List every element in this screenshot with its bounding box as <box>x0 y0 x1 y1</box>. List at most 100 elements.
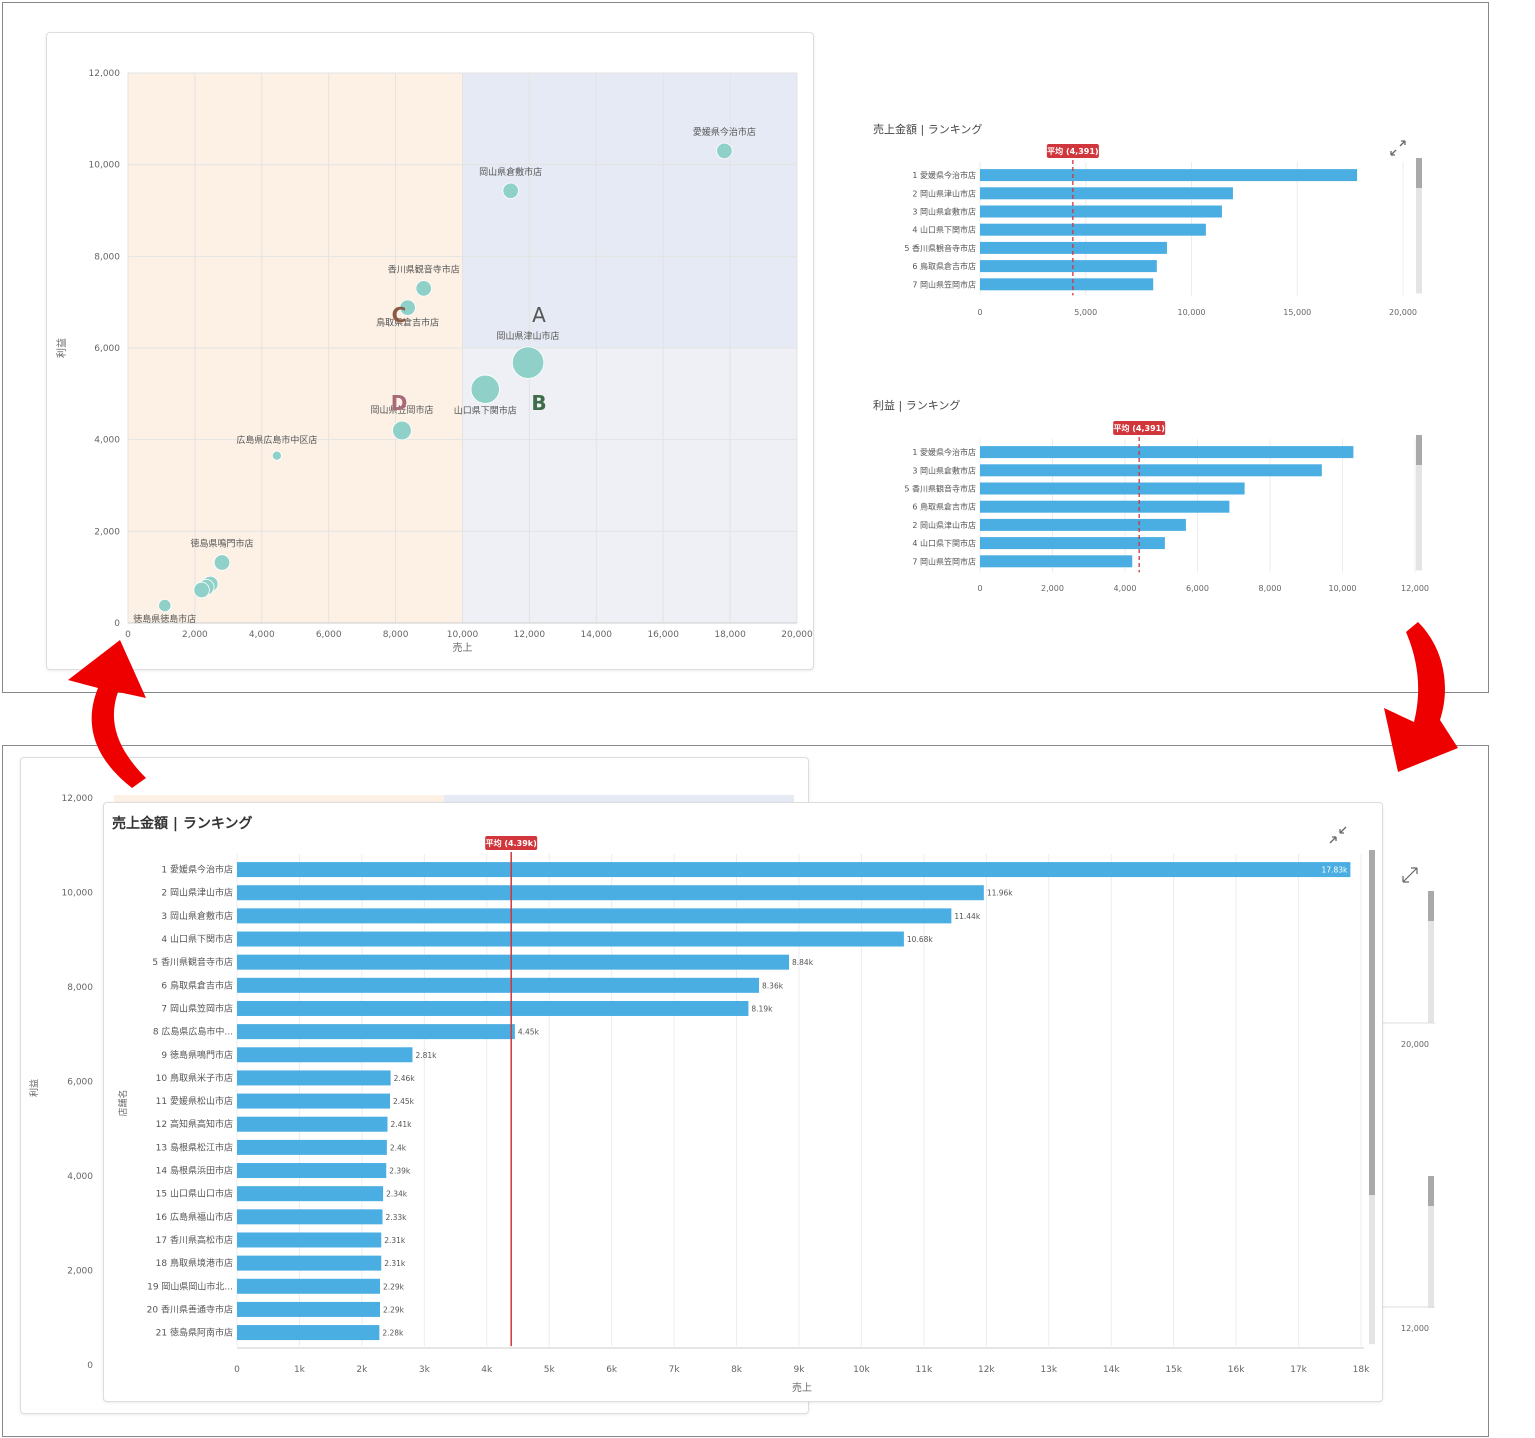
y-tick-label: 4,000 <box>67 1172 93 1182</box>
profit-ranking-title: 利益 | ランキング <box>873 399 961 412</box>
bar <box>237 1000 749 1016</box>
data-label: 4.45k <box>518 1028 540 1037</box>
quadrant-left <box>114 795 444 803</box>
x-tick-label: 14k <box>1103 1365 1120 1375</box>
quadrant-b <box>462 348 797 623</box>
sales-ranking-chart: 0 5,000 10,000 15,000 20,000 1 愛媛県今治市店 2 岡山県津山… <box>904 144 1422 317</box>
bar <box>980 446 1354 459</box>
expand-icon[interactable] <box>1389 139 1407 157</box>
average-label: 平均 (4.39k) <box>486 838 537 848</box>
point-label: 山口県下関市店 <box>454 404 517 416</box>
x-tick-label: 4k <box>481 1365 493 1375</box>
x-tick-label: 12,000 <box>514 630 546 640</box>
profit-ranking-chart: 0 2,000 4,000 6,000 8,000 10,000 12,000 1 愛媛県今治… <box>904 421 1429 593</box>
data-label: 2.33k <box>385 1213 407 1222</box>
x-tick-label: 1k <box>294 1365 306 1375</box>
category-label: 7 岡山県笠岡市店 <box>912 556 976 566</box>
data-label: 2.41k <box>390 1120 412 1129</box>
scrollbar-track <box>1416 158 1422 294</box>
category-label: 19 岡山県岡山市北... <box>147 1280 233 1292</box>
category-label: 6 鳥取県倉吉市店 <box>161 979 233 991</box>
x-tick-label: 15,000 <box>1283 308 1311 317</box>
category-label: 7 岡山県笠岡市店 <box>912 279 976 289</box>
x-tick-label: 16k <box>1228 1365 1245 1375</box>
bar <box>237 1255 382 1271</box>
category-label: 10 鳥取県米子市店 <box>156 1072 233 1084</box>
scatter-point <box>716 142 733 160</box>
y-tick-label: 2,000 <box>94 527 120 537</box>
average-badge <box>1046 144 1099 158</box>
category-label: 1 愛媛県今治市店 <box>161 864 233 876</box>
data-label: 17.83k <box>1322 866 1348 875</box>
bar <box>237 908 952 924</box>
x-tick-label: 7k <box>669 1365 681 1375</box>
scrollbar-track <box>1428 891 1434 1023</box>
bottom-screenshot-frame: 0 2,000 4,000 6,000 8,000 10,000 12,000 利益 20,0… <box>2 745 1489 1437</box>
x-axis-title: 売上 <box>792 1381 812 1394</box>
y-tick-label: 6,000 <box>94 344 120 354</box>
bar <box>980 500 1230 513</box>
sales-ranking-expanded-card: 売上金額 | ランキング 0 1k 2k 3k 4k 5k 6k 7k 8k 9k 10k 11k 12… <box>103 802 1383 1402</box>
data-label: 2.46k <box>394 1074 416 1083</box>
data-label: 2.29k <box>383 1282 405 1291</box>
category-label: 3 岡山県倉敷市店 <box>161 910 233 922</box>
category-label: 5 香川県観音寺市店 <box>152 956 233 968</box>
x-tick-label: 6,000 <box>316 630 342 640</box>
x-tick-label: 6,000 <box>1186 584 1209 593</box>
bar <box>980 464 1322 477</box>
y-tick-label: 10,000 <box>62 889 94 899</box>
top-screenshot-frame: 0 2,000 4,000 6,000 8,000 10,000 12,000 14,000 1… <box>2 2 1489 693</box>
quadrant-label-c: C <box>392 303 407 327</box>
bar <box>980 518 1186 531</box>
expand-icon <box>1402 867 1418 883</box>
scrollbar-track <box>1428 1176 1434 1308</box>
bar <box>980 223 1206 236</box>
bar <box>980 482 1245 495</box>
x-tick-label: 10,000 <box>1329 584 1357 593</box>
quadrant-label-d: D <box>391 391 408 415</box>
category-label: 20 香川県善通寺市店 <box>147 1303 233 1315</box>
y-tick-label: 2,000 <box>67 1267 93 1277</box>
x-tick-label: 17k <box>1290 1365 1307 1375</box>
x-axis-title: 売上 <box>453 641 473 654</box>
quadrant-label-a: A <box>532 303 546 327</box>
x-tick-label: 10,000 <box>447 630 479 640</box>
bar <box>237 1093 390 1109</box>
data-label: 8.84k <box>792 958 814 967</box>
scatter-point <box>399 299 416 316</box>
category-label: 4 山口県下関市店 <box>912 225 976 235</box>
category-label: 4 山口県下関市店 <box>161 933 233 945</box>
x-tick-label: 13k <box>1040 1365 1057 1375</box>
data-label: 11.44k <box>954 912 980 921</box>
y-tick-label: 6,000 <box>67 1078 93 1088</box>
point-label: 岡山県倉敷市店 <box>479 166 542 178</box>
quadrant-a <box>444 795 794 803</box>
category-label: 16 広島県福山市店 <box>156 1211 233 1223</box>
x-tick-label: 4,000 <box>249 630 275 640</box>
y-axis-title: 利益 <box>28 1079 40 1097</box>
scatter-point <box>158 598 172 613</box>
bar <box>237 1209 383 1225</box>
x-tick-label: 12k <box>978 1365 995 1375</box>
category-label: 1 愛媛県今治市店 <box>912 170 976 180</box>
bar <box>237 954 790 970</box>
bar <box>237 1301 380 1317</box>
average-badge <box>1113 421 1166 435</box>
collapse-icon[interactable] <box>1328 825 1348 845</box>
scrollbar-thumb <box>1428 1176 1434 1206</box>
data-label: 8.19k <box>751 1004 773 1013</box>
category-label: 6 鳥取県倉吉市店 <box>912 502 976 512</box>
bar <box>237 1139 387 1155</box>
scatter-chart: 0 2,000 4,000 6,000 8,000 10,000 12,000 14,000 1… <box>55 69 813 654</box>
category-label: 13 島根県松江市店 <box>156 1141 233 1153</box>
y-tick-label: 12,000 <box>89 69 121 79</box>
x-tick-label: 10,000 <box>1178 308 1206 317</box>
data-label: 2.31k <box>384 1236 406 1245</box>
x-tick-label: 0 <box>977 308 982 317</box>
data-label: 11.96k <box>987 889 1013 898</box>
sales-ranking-expanded-title: 売上金額 | ランキング <box>112 816 253 832</box>
x-tick-label: 20,000 <box>1401 1040 1429 1049</box>
x-tick-label: 5,000 <box>1074 308 1097 317</box>
point-label: 岡山県津山市店 <box>497 330 560 342</box>
data-label: 2.28k <box>382 1329 404 1338</box>
